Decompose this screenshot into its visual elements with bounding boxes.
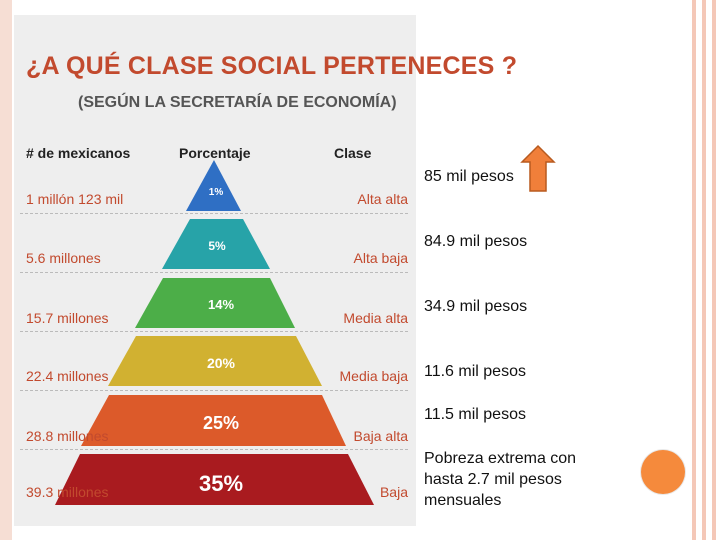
pyramid-percent-label: 1%	[209, 187, 224, 198]
decorative-circle	[641, 450, 685, 494]
row-count: 39.3 millones	[26, 484, 109, 500]
row-separator	[20, 272, 408, 273]
row-count: 1 millón 123 mil	[26, 191, 124, 207]
infographic-subtitle: (SEGÚN LA SECRETARÍA DE ECONOMÍA)	[78, 94, 397, 111]
row-separator	[20, 331, 408, 332]
row-class: Baja alta	[353, 428, 408, 444]
row-class: Media alta	[343, 310, 408, 326]
row-class: Media baja	[339, 368, 409, 384]
pyramid-tier-media-alta	[135, 278, 295, 328]
right-decorative-line	[692, 0, 696, 540]
income-amount-extreme-poverty: Pobreza extrema con hasta 2.7 mil pesos …	[424, 450, 577, 509]
left-decorative-border	[0, 0, 12, 540]
row-separator	[20, 213, 408, 214]
infographic-title: ¿A QUÉ CLASE SOCIAL PERTENECES ?	[26, 52, 518, 80]
pyramid-tier-alta-alta	[186, 160, 241, 211]
right-decorative-line	[712, 0, 716, 540]
income-amount: 84.9 mil pesos	[424, 233, 528, 250]
row-count: 5.6 millones	[26, 250, 101, 266]
row-count: 28.8 millones	[26, 428, 109, 444]
row-class: Alta baja	[353, 250, 408, 266]
income-amount: 11.5 mil pesos	[424, 406, 526, 423]
up-arrow-icon	[520, 144, 556, 192]
pyramid-tier-media-baja	[108, 336, 322, 386]
pyramid-percent-label: 14%	[208, 297, 234, 312]
row-class: Alta alta	[357, 191, 408, 207]
header-class: Clase	[334, 145, 372, 161]
pyramid-percent-label: 25%	[203, 413, 239, 433]
pyramid-percent-label: 35%	[199, 471, 243, 496]
income-amount: 34.9 mil pesos	[424, 298, 528, 315]
row-separator	[20, 449, 408, 450]
pyramid-percent-label: 20%	[207, 355, 236, 371]
pyramid-percent-label: 5%	[208, 239, 226, 253]
income-amount: 11.6 mil pesos	[424, 363, 526, 380]
row-count: 22.4 millones	[26, 368, 109, 384]
row-count: 15.7 millones	[26, 310, 109, 326]
pyramid-tier-alta-baja	[162, 219, 270, 269]
row-class: Baja	[379, 484, 408, 500]
pyramid-tier-baja-alta	[81, 395, 346, 446]
header-count: # de mexicanos	[26, 145, 131, 161]
income-amount: 85 mil pesos	[424, 168, 514, 185]
header-percent: Porcentaje	[179, 145, 251, 161]
right-decorative-line	[702, 0, 706, 540]
row-separator	[20, 390, 408, 391]
pyramid-tier-baja	[55, 454, 374, 505]
